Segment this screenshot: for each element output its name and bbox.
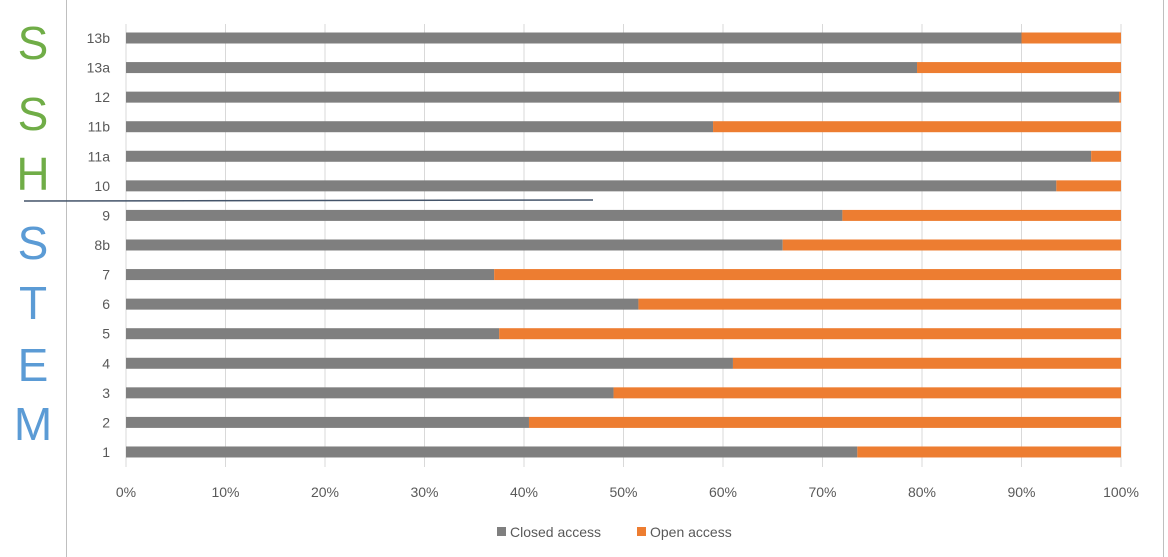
x-tick-label: 80% xyxy=(908,484,936,500)
bar-closed-access xyxy=(126,416,529,428)
ssh-stem-divider-line xyxy=(23,199,594,202)
x-tick-label: 60% xyxy=(709,484,737,500)
y-tick-label: 10 xyxy=(94,178,110,194)
bar-open-access xyxy=(857,446,1121,458)
ssh-letter: H xyxy=(16,148,50,200)
bar-area xyxy=(126,32,1121,458)
legend-label-closed-access: Closed access xyxy=(510,524,601,540)
bar-open-access xyxy=(528,416,1121,428)
x-tick-label: 50% xyxy=(609,484,637,500)
ssh-letter: S xyxy=(17,17,49,69)
bar-closed-access xyxy=(126,32,1022,44)
bar-closed-access xyxy=(126,269,495,281)
x-tick-label: 100% xyxy=(1103,484,1139,500)
bar-closed-access xyxy=(126,357,733,369)
y-tick-label: 6 xyxy=(102,296,110,312)
bar-open-access xyxy=(1091,150,1121,162)
bar-closed-access xyxy=(126,91,1120,103)
bar-open-access xyxy=(732,357,1121,369)
y-tick-label: 5 xyxy=(102,326,110,342)
x-tick-label: 10% xyxy=(211,484,239,500)
y-tick-label: 12 xyxy=(94,89,110,105)
legend-swatch-closed-access xyxy=(497,527,506,536)
bar-closed-access xyxy=(126,121,714,133)
x-tick-label: 40% xyxy=(510,484,538,500)
y-tick-label: 4 xyxy=(102,355,110,371)
bar-open-access xyxy=(1119,91,1121,103)
bar-open-access xyxy=(1056,180,1121,192)
y-tick-label: 8b xyxy=(94,237,110,253)
bar-closed-access xyxy=(126,328,500,340)
left-border-line xyxy=(66,0,67,557)
bar-open-access xyxy=(638,298,1121,310)
bar-closed-access xyxy=(126,387,614,399)
value-axis-labels: 0% 10% 20% 30% 40% 50% 60% 70% 80% 90% 100% xyxy=(116,484,1139,500)
stem-letter: S xyxy=(17,217,49,269)
stem-letter: T xyxy=(18,277,48,329)
bar-open-access xyxy=(494,269,1121,281)
legend-swatch-open-access xyxy=(637,527,646,536)
y-tick-label: 1 xyxy=(102,444,110,460)
y-tick-label: 9 xyxy=(102,207,110,223)
x-tick-label: 20% xyxy=(311,484,339,500)
y-tick-label: 7 xyxy=(102,267,110,283)
bar-closed-access xyxy=(126,180,1057,192)
bar-closed-access xyxy=(126,446,858,458)
bar-open-access xyxy=(499,328,1121,340)
legend-label-open-access: Open access xyxy=(650,524,732,540)
ssh-letter: S xyxy=(17,88,49,140)
x-tick-label: 30% xyxy=(410,484,438,500)
bar-closed-access xyxy=(126,209,843,221)
bar-closed-access xyxy=(126,150,1092,162)
bar-closed-access xyxy=(126,239,783,251)
bar-open-access xyxy=(842,209,1121,221)
bar-closed-access xyxy=(126,62,918,74)
y-tick-label: 11a xyxy=(88,148,111,164)
x-tick-label: 70% xyxy=(808,484,836,500)
y-tick-label: 11b xyxy=(88,119,111,135)
bar-open-access xyxy=(917,62,1121,74)
stem-letter: M xyxy=(13,398,53,450)
x-tick-label: 0% xyxy=(116,484,136,500)
y-tick-label: 13b xyxy=(87,30,111,46)
side-labels: S S H S T E M xyxy=(0,0,66,557)
bar-closed-access xyxy=(126,298,639,310)
bar-open-access xyxy=(613,387,1121,399)
legend: Closed access Open access xyxy=(497,524,732,540)
y-tick-label: 2 xyxy=(102,414,110,430)
bar-open-access xyxy=(713,121,1121,133)
bar-open-access xyxy=(782,239,1121,251)
y-tick-label: 3 xyxy=(102,385,110,401)
bar-open-access xyxy=(1021,32,1121,44)
right-border-line xyxy=(1163,0,1164,557)
stem-letter: E xyxy=(17,339,49,391)
x-tick-label: 90% xyxy=(1007,484,1035,500)
y-tick-label: 13a xyxy=(87,60,111,76)
